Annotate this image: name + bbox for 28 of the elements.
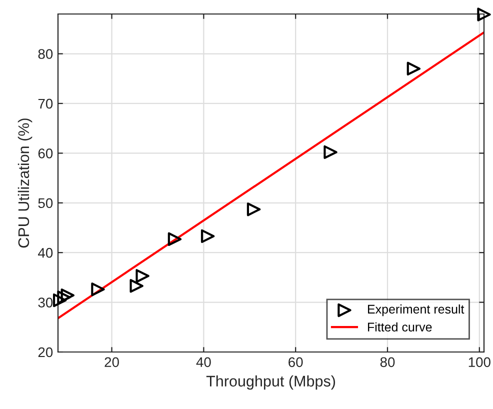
point [200, 229, 215, 244]
y-tick-label: 30 [38, 298, 53, 308]
point [406, 62, 421, 76]
point [136, 269, 150, 283]
legend-label: Fitted curve [368, 322, 432, 332]
x-tick-label: 60 [288, 357, 303, 368]
x-axis-title: Throughput (Mbps) [206, 375, 336, 390]
point [52, 293, 67, 308]
point [57, 290, 71, 304]
x-tick-label: 80 [380, 357, 395, 368]
point [60, 288, 75, 302]
point [130, 279, 144, 293]
point [324, 145, 338, 160]
y-tick-label: 20 [38, 347, 53, 358]
y-tick-label: 60 [38, 148, 53, 158]
point [246, 202, 261, 216]
y-tick-label: 70 [38, 98, 53, 109]
point [477, 8, 491, 22]
point [168, 232, 182, 246]
x-tick-label: 100 [468, 357, 490, 368]
y-tick-label: 40 [38, 248, 53, 258]
point [91, 282, 105, 296]
x-tick-label: 40 [196, 357, 211, 368]
y-axis-title: CPU Utilization (%) [18, 118, 32, 248]
y-tick-label: 50 [38, 198, 53, 208]
x-tick-label: 20 [104, 357, 119, 368]
legend-label: Experiment result [368, 304, 464, 316]
y-tick-label: 80 [38, 49, 53, 59]
